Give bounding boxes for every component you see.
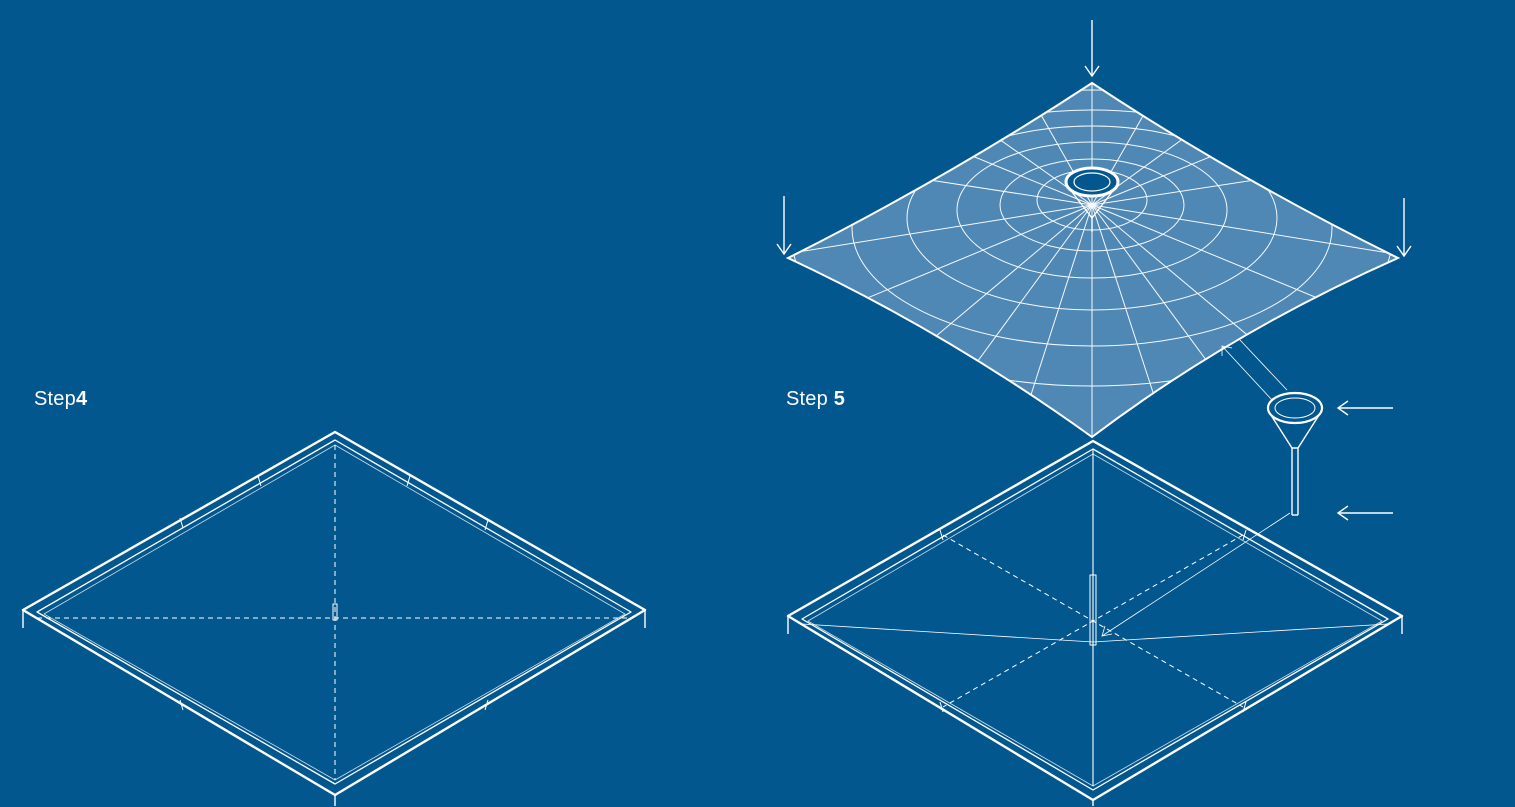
step-5-number: 5	[833, 388, 846, 410]
step-4-label: Step4	[34, 388, 87, 411]
cone-part	[1266, 391, 1324, 516]
step-5-frame	[786, 439, 1404, 806]
step-4-frame	[21, 430, 647, 806]
left-arrow-icon	[1336, 505, 1393, 521]
down-arrow-icon	[1084, 20, 1100, 78]
membrane-canopy	[785, 81, 1401, 439]
down-arrow-icon	[776, 196, 792, 256]
step-4-word: Step	[34, 388, 76, 410]
down-arrow-icon	[1396, 198, 1412, 258]
step-5-word: Step	[786, 388, 834, 410]
left-arrow-icon	[1336, 400, 1393, 416]
step-4-number: 4	[75, 388, 88, 410]
step-5-label: Step 5	[786, 388, 845, 411]
